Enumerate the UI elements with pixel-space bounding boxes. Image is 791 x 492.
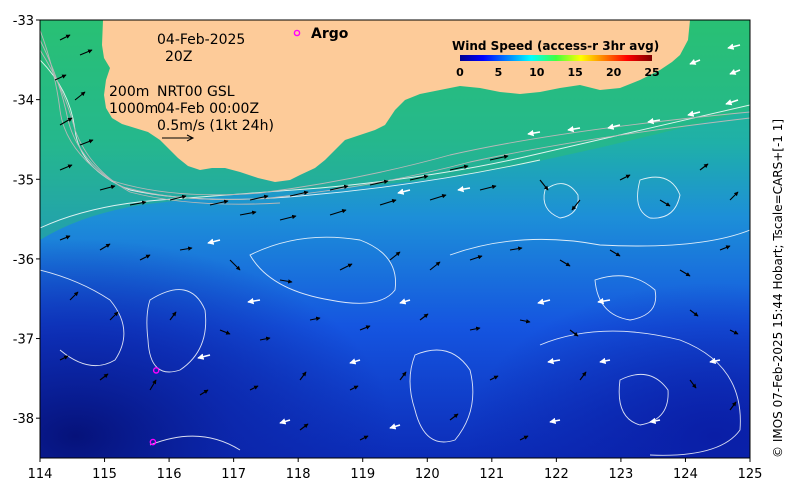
x-tick-label: 114 xyxy=(28,467,53,482)
x-tick-label: 120 xyxy=(415,467,440,482)
x-tick-label: 122 xyxy=(544,467,569,482)
product-time-label: 04-Feb 00:00Z xyxy=(157,101,259,117)
colorbar-tick-label: 10 xyxy=(529,66,545,79)
argo-legend-icon xyxy=(293,29,301,37)
depth-deep-label: 1000m xyxy=(109,101,158,117)
x-tick-label: 124 xyxy=(673,467,698,482)
x-tick-label: 125 xyxy=(738,467,763,482)
x-tick-label: 118 xyxy=(286,467,311,482)
product-label: NRT00 GSL xyxy=(157,84,235,100)
x-tick-label: 121 xyxy=(479,467,504,482)
credit-text: © IMOS 07-Feb-2025 15:44 Hobart; Tscale=… xyxy=(771,119,785,458)
colorbar-tick-label: 20 xyxy=(606,66,622,79)
argo-float-marker[interactable] xyxy=(152,367,160,374)
colorbar-tick-label: 25 xyxy=(644,66,659,79)
x-tick-label: 116 xyxy=(157,467,182,482)
y-axis: -33 -34 -35 -36 -37 -38 xyxy=(13,14,40,427)
wind-speed-colorbar: Wind Speed (access-r 3hr avg) 0 5 10 15 20 25 xyxy=(452,39,660,79)
y-tick-label: -33 xyxy=(13,14,34,29)
colorbar-tick-label: 5 xyxy=(495,66,503,79)
x-axis: 114 115 116 117 118 119 120 121 122 123 124 125 xyxy=(28,458,763,482)
x-tick-label: 123 xyxy=(608,467,633,482)
colorbar-tick-label: 15 xyxy=(568,66,583,79)
y-tick-label: -35 xyxy=(13,173,34,188)
x-tick-label: 119 xyxy=(350,467,375,482)
argo-float-marker[interactable] xyxy=(149,438,157,446)
argo-legend-label: Argo xyxy=(311,26,349,42)
depth-shallow-label: 200m xyxy=(109,84,149,100)
scale-arrow-head-icon xyxy=(186,134,195,142)
date-label: 04-Feb-2025 xyxy=(157,32,245,48)
velocity-vectors-strong xyxy=(197,43,741,430)
y-tick-label: -37 xyxy=(13,333,34,348)
y-tick-label: -34 xyxy=(13,94,34,109)
velocity-vectors xyxy=(54,34,739,441)
colorbar-title: Wind Speed (access-r 3hr avg) xyxy=(452,39,659,53)
colorbar-gradient xyxy=(460,55,652,61)
x-tick-label: 115 xyxy=(92,467,117,482)
scale-label: 0.5m/s (1kt 24h) xyxy=(157,118,274,134)
y-tick-label: -36 xyxy=(13,253,34,268)
time-label: 20Z xyxy=(165,49,192,65)
x-tick-label: 117 xyxy=(221,467,246,482)
y-tick-label: -38 xyxy=(13,412,34,427)
colorbar-tick-label: 0 xyxy=(456,66,464,79)
plot-frame xyxy=(39,19,751,459)
annotation-block: 04-Feb-2025 20Z 200m NRT00 GSL 1000m 04-… xyxy=(109,32,274,142)
